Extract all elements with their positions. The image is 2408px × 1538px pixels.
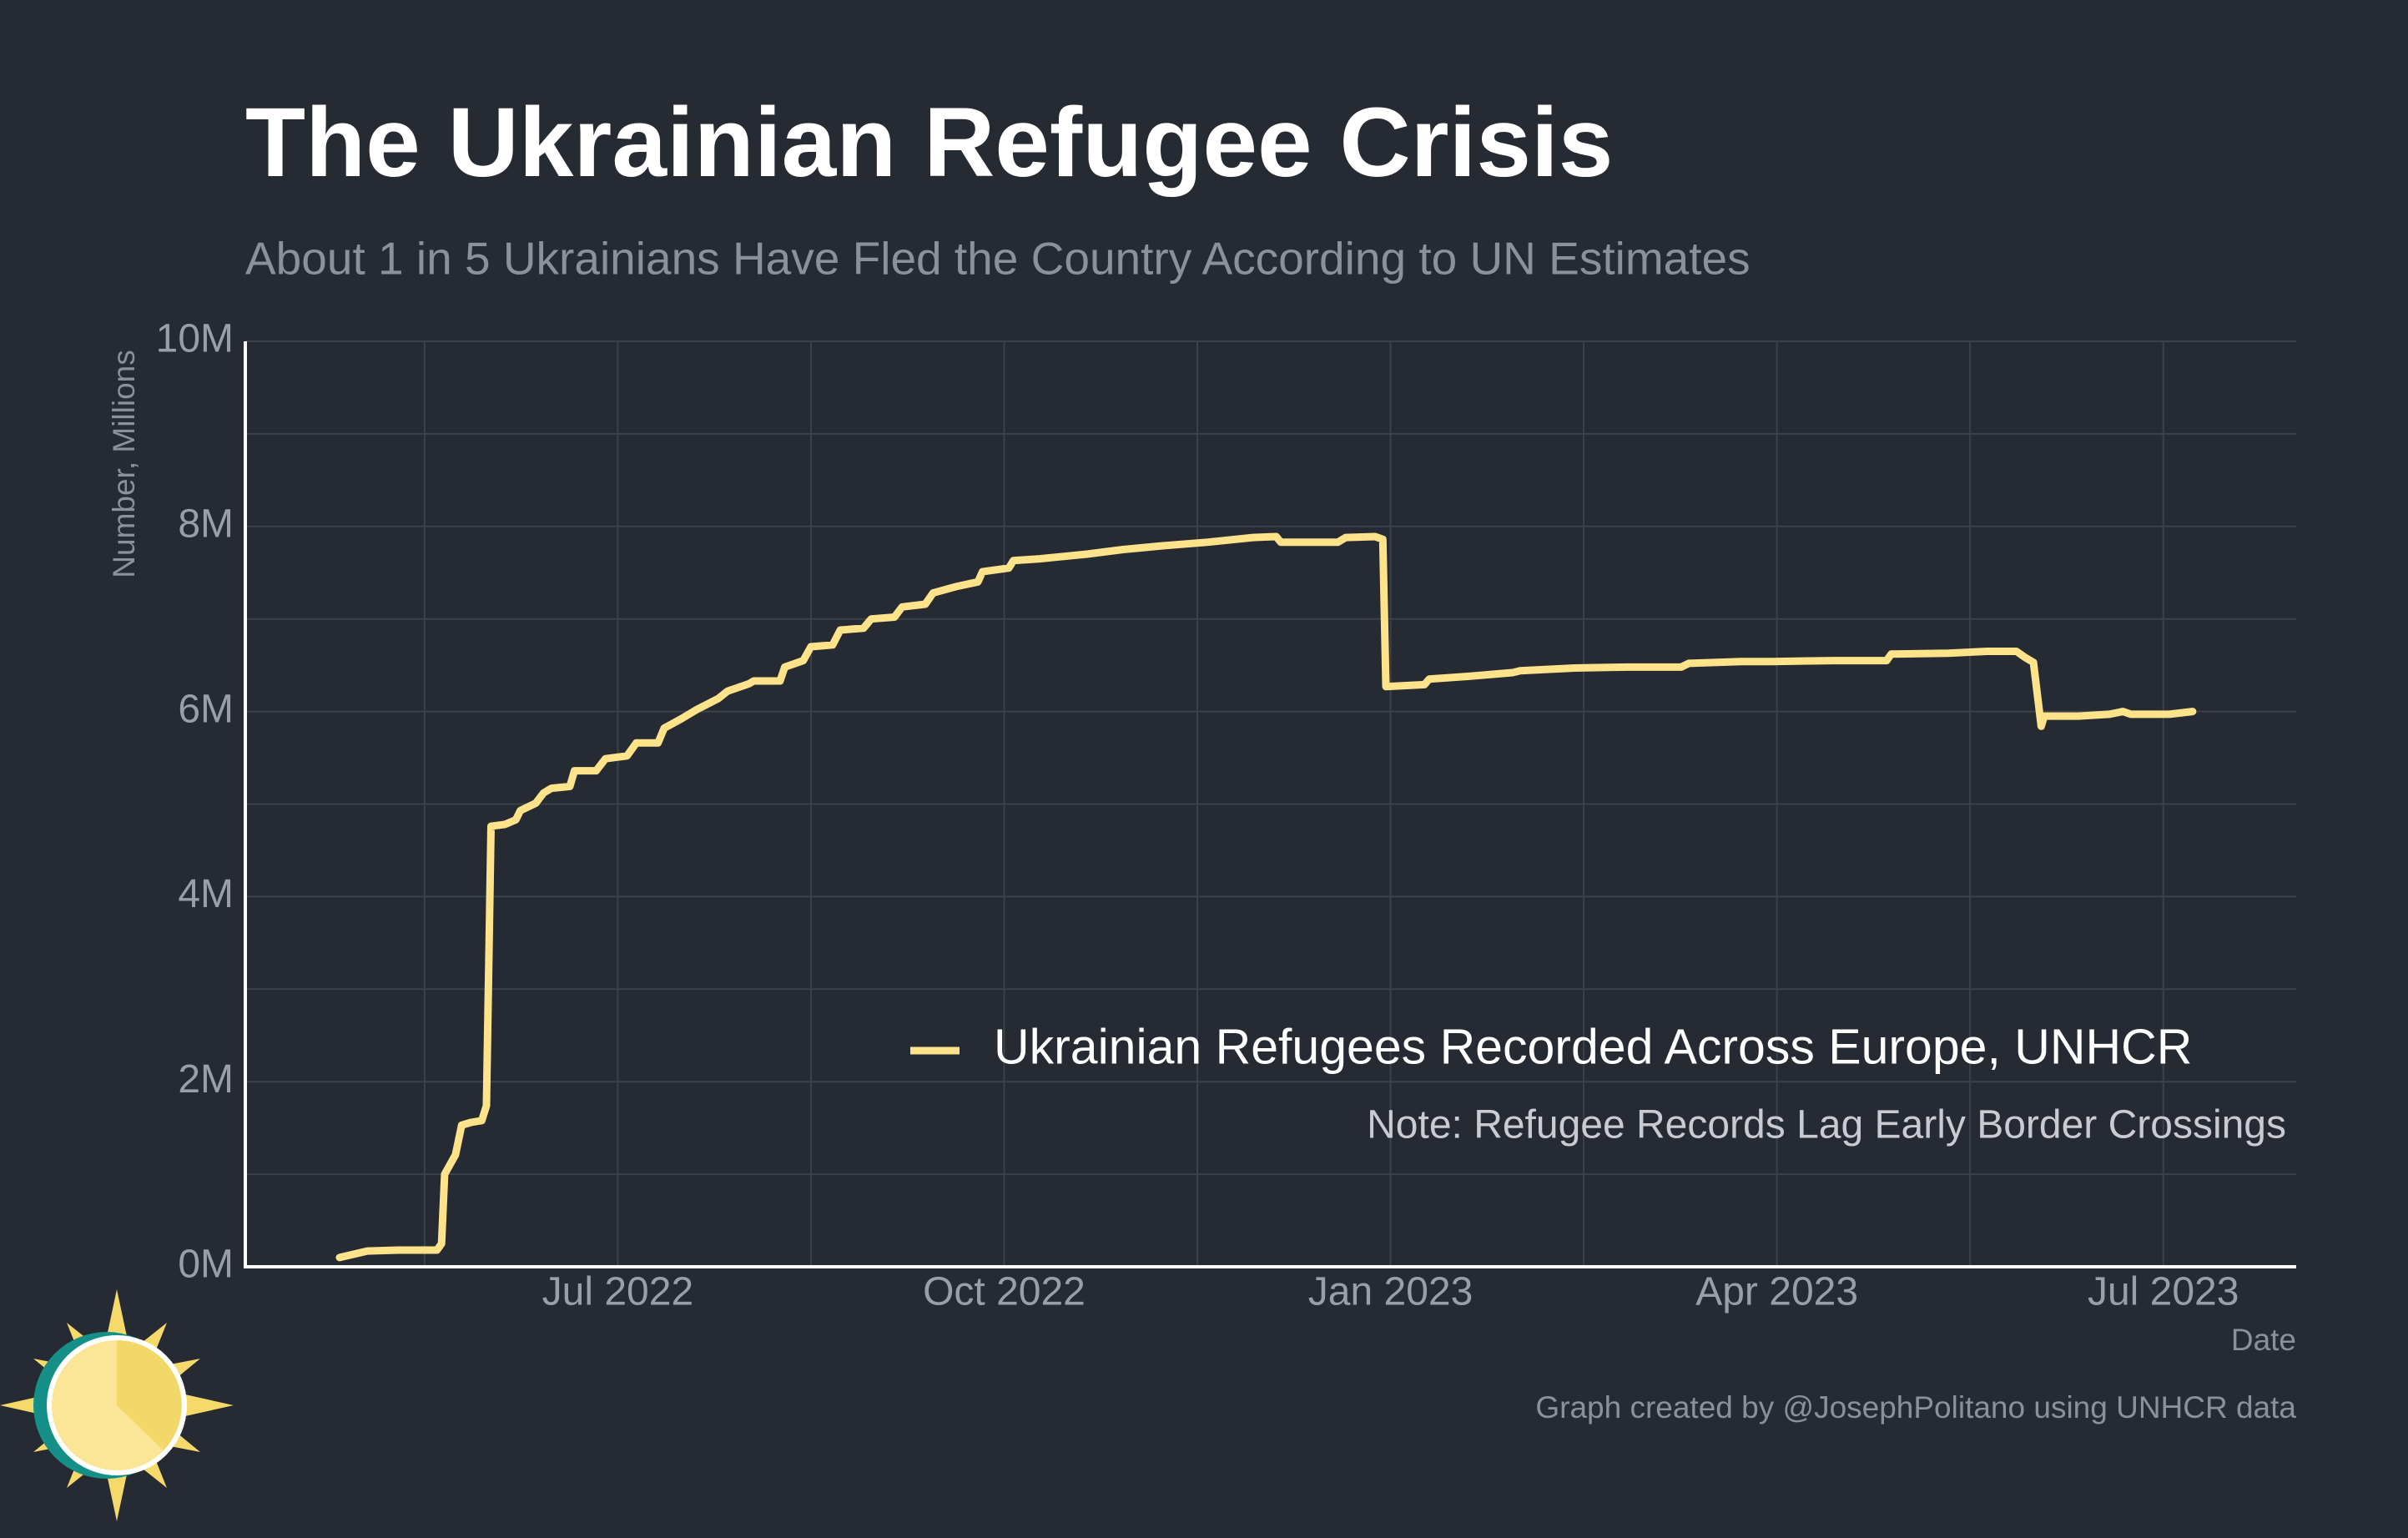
note: Note: Refugee Records Lag Early Border C… xyxy=(1367,1103,2286,1147)
x-tick-label: Apr 2023 xyxy=(1695,1270,1858,1314)
y-tick-label: 10M xyxy=(156,317,234,361)
credit: Graph created by @JosephPolitano using U… xyxy=(1535,1390,2296,1425)
y-tick-label: 0M xyxy=(178,1243,234,1287)
x-tick-label: Oct 2022 xyxy=(923,1270,1086,1314)
data-line xyxy=(335,532,2197,1262)
chart-subtitle: About 1 in 5 Ukrainians Have Fled the Co… xyxy=(245,233,1751,285)
y-tick-label: 6M xyxy=(178,687,234,731)
chart-title: The Ukrainian Refugee Crisis xyxy=(245,88,1613,198)
y-tick-label: 2M xyxy=(178,1057,234,1102)
legend-label: Ukrainian Refugees Recorded Across Europ… xyxy=(994,1020,2192,1075)
x-axis-label: Date xyxy=(2231,1323,2296,1357)
x-tick-label: Jul 2022 xyxy=(542,1270,693,1314)
x-tick-label: Jan 2023 xyxy=(1308,1270,1474,1314)
y-tick-label: 8M xyxy=(178,502,234,546)
y-tick-label: 4M xyxy=(178,872,234,916)
logo-shade xyxy=(117,1340,182,1450)
y-axis-label: Number, Millions xyxy=(107,350,141,577)
x-tick-label: Jul 2023 xyxy=(2088,1270,2239,1314)
logo xyxy=(0,1289,234,1521)
